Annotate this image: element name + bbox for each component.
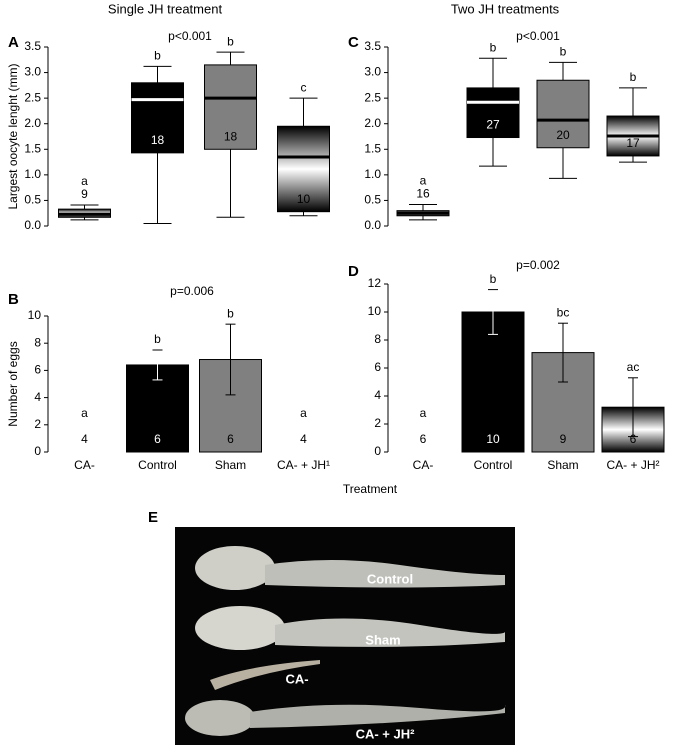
sample-size: 6 bbox=[630, 432, 637, 446]
sample-size: 6 bbox=[227, 432, 234, 446]
box bbox=[204, 64, 257, 150]
photo-label: Sham bbox=[365, 632, 400, 647]
group-letter: c bbox=[301, 80, 307, 94]
photo: Control Sham CA- CA- + JH² bbox=[175, 527, 515, 745]
x-axis-label: Treatment bbox=[343, 482, 398, 496]
sample-size: 10 bbox=[486, 432, 500, 446]
group-letter: a bbox=[420, 406, 427, 420]
group-letter: a bbox=[81, 406, 88, 420]
box bbox=[466, 87, 520, 139]
group-letter: b bbox=[490, 272, 497, 286]
y-tick-label: 0.5 bbox=[364, 193, 381, 207]
y-tick-label: 6 bbox=[34, 363, 41, 377]
group-letter: b bbox=[154, 49, 161, 63]
y-tick-label: 1.5 bbox=[364, 141, 381, 155]
sample-size: 18 bbox=[151, 133, 165, 147]
panel-letter: C bbox=[348, 34, 359, 51]
sample-size: 10 bbox=[297, 192, 311, 206]
sample-size: 17 bbox=[626, 136, 640, 150]
x-tick-label: Control bbox=[138, 458, 177, 472]
sample-size: 20 bbox=[556, 128, 570, 142]
y-tick-label: 0.0 bbox=[24, 218, 41, 232]
box bbox=[131, 82, 184, 154]
annotation: p<0.001 bbox=[516, 29, 560, 43]
bar bbox=[199, 359, 262, 453]
x-tick-label: CA- + JH¹ bbox=[277, 458, 330, 472]
y-tick-label: 0.5 bbox=[24, 193, 41, 207]
x-tick-label: CA- + JH² bbox=[606, 458, 659, 472]
y-tick-label: 3.5 bbox=[24, 39, 41, 53]
sample-size: 16 bbox=[416, 187, 430, 201]
y-tick-label: 2.5 bbox=[364, 90, 381, 104]
y-tick-label: 2.0 bbox=[24, 116, 41, 130]
y-tick-label: 4 bbox=[374, 388, 381, 402]
panel-letter: B bbox=[8, 291, 19, 308]
y-tick-label: 0 bbox=[34, 444, 41, 458]
y-tick-label: 1.5 bbox=[24, 141, 41, 155]
x-tick-label: Sham bbox=[215, 458, 246, 472]
box bbox=[277, 125, 330, 213]
y-tick-label: 8 bbox=[34, 335, 41, 349]
panel-letter: D bbox=[348, 263, 359, 280]
sample-size: 4 bbox=[300, 432, 307, 446]
annotation: p=0.006 bbox=[170, 284, 214, 298]
y-tick-label: 10 bbox=[368, 304, 382, 318]
group-letter: b bbox=[560, 45, 567, 59]
group-letter: a bbox=[300, 406, 307, 420]
sample-size: 18 bbox=[224, 129, 238, 143]
y-axis-label: Largest oocyte lenght (mm) bbox=[6, 63, 20, 209]
panel-letter: A bbox=[8, 34, 19, 51]
bar bbox=[461, 311, 525, 453]
sample-size: 9 bbox=[560, 432, 567, 446]
group-letter: a bbox=[420, 174, 427, 188]
x-tick-label: Control bbox=[474, 458, 513, 472]
photo-label: Control bbox=[367, 571, 413, 586]
y-tick-label: 1.0 bbox=[364, 167, 381, 181]
annotation: p<0.001 bbox=[168, 29, 212, 43]
photo-label: CA- bbox=[285, 671, 308, 686]
y-tick-label: 10 bbox=[28, 308, 42, 322]
y-tick-label: 12 bbox=[368, 276, 382, 290]
group-letter: b bbox=[490, 40, 497, 54]
y-tick-label: 3.5 bbox=[364, 39, 381, 53]
y-tick-label: 2 bbox=[34, 417, 41, 431]
group-letter: ac bbox=[627, 360, 640, 374]
x-tick-label: Sham bbox=[547, 458, 578, 472]
y-tick-label: 3.0 bbox=[364, 65, 381, 79]
group-letter: a bbox=[81, 174, 88, 188]
y-tick-label: 2.5 bbox=[24, 90, 41, 104]
y-tick-label: 2 bbox=[374, 416, 381, 430]
group-letter: bc bbox=[557, 305, 570, 319]
sample-size: 4 bbox=[81, 432, 88, 446]
y-tick-label: 3.0 bbox=[24, 65, 41, 79]
group-letter: b bbox=[227, 306, 234, 320]
group-letter: b bbox=[630, 70, 637, 84]
chart-title: Single JH treatment bbox=[108, 1, 223, 16]
group-letter: b bbox=[154, 332, 161, 346]
y-axis-label: Number of eggs bbox=[6, 341, 20, 426]
annotation: p=0.002 bbox=[516, 258, 560, 272]
y-tick-label: 0.0 bbox=[364, 218, 381, 232]
x-tick-label: CA- bbox=[413, 458, 434, 472]
sample-size: 9 bbox=[81, 187, 88, 201]
sample-size: 6 bbox=[420, 432, 427, 446]
group-letter: b bbox=[227, 34, 234, 48]
y-tick-label: 8 bbox=[374, 332, 381, 346]
y-tick-label: 2.0 bbox=[364, 116, 381, 130]
y-tick-label: 6 bbox=[374, 360, 381, 374]
y-tick-label: 0 bbox=[374, 444, 381, 458]
box bbox=[536, 79, 590, 149]
sample-size: 6 bbox=[154, 432, 161, 446]
panel-letter: E bbox=[148, 509, 158, 526]
y-tick-label: 4 bbox=[34, 390, 41, 404]
y-tick-label: 1.0 bbox=[24, 167, 41, 181]
x-tick-label: CA- bbox=[74, 458, 95, 472]
sample-size: 27 bbox=[486, 118, 500, 132]
photo-label: CA- + JH² bbox=[356, 726, 416, 741]
chart-title: Two JH treatments bbox=[451, 1, 560, 16]
